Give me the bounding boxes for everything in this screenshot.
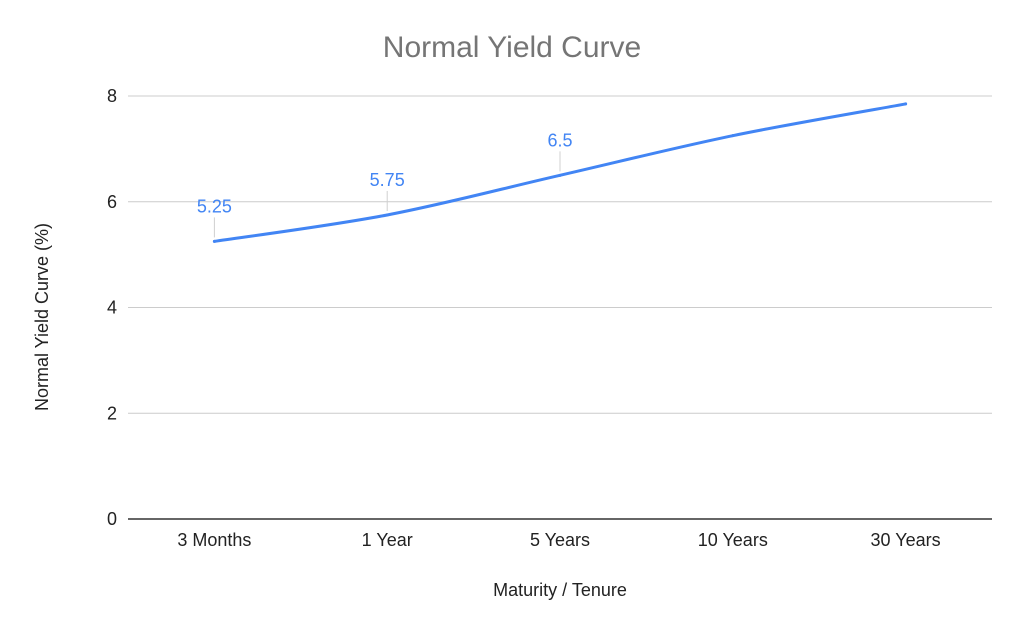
- series-line: [212, 102, 908, 243]
- data-labels: 5.25 5.75 6.5: [197, 130, 573, 216]
- x-tick-label: 30 Years: [871, 530, 941, 550]
- gridlines: [128, 95, 992, 414]
- y-tick-label: 0: [107, 509, 117, 529]
- x-axis-ticks: 3 Months 1 Year 5 Years 10 Years 30 Years: [177, 530, 940, 550]
- y-tick-label: 6: [107, 192, 117, 212]
- x-tick-label: 3 Months: [177, 530, 251, 550]
- x-tick-label: 1 Year: [362, 530, 413, 550]
- y-axis-label: Normal Yield Curve (%): [32, 223, 52, 411]
- data-point: [212, 239, 216, 243]
- data-label: 5.25: [197, 196, 232, 216]
- x-tick-label: 5 Years: [530, 530, 590, 550]
- data-label: 5.75: [370, 170, 405, 190]
- data-point: [558, 173, 562, 177]
- data-label-leaders: [213, 151, 561, 238]
- y-tick-label: 4: [107, 298, 117, 318]
- y-axis-ticks: 0 2 4 6 8: [107, 86, 117, 529]
- series-points: [212, 102, 908, 243]
- data-point: [385, 213, 389, 217]
- data-point: [731, 134, 735, 138]
- data-point: [904, 102, 908, 106]
- x-tick-label: 10 Years: [698, 530, 768, 550]
- y-tick-label: 2: [107, 403, 117, 423]
- x-axis-label: Maturity / Tenure: [493, 580, 627, 600]
- data-label: 6.5: [547, 130, 572, 150]
- y-tick-label: 8: [107, 86, 117, 106]
- chart-title: Normal Yield Curve: [383, 31, 641, 64]
